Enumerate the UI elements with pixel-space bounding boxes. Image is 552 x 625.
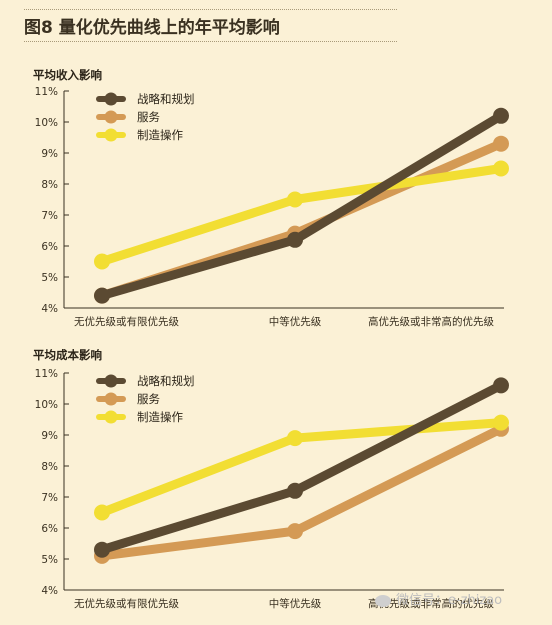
data-point-service bbox=[493, 135, 509, 152]
legend-swatch-dot bbox=[104, 392, 118, 406]
y-tick-label: 4% bbox=[41, 585, 58, 597]
y-tick-label: 10% bbox=[35, 399, 58, 411]
y-tick-label: 7% bbox=[41, 210, 58, 222]
watermark: 微信号：e-zhizao bbox=[375, 589, 502, 608]
title-top-rule bbox=[24, 9, 397, 10]
watermark-text: 微信号：e-zhizao bbox=[396, 593, 503, 608]
x-tick-label: 高优先级或非常高的优先级 bbox=[368, 597, 494, 610]
y-tick-label: 9% bbox=[41, 148, 58, 160]
legend-swatch-dot bbox=[104, 374, 118, 388]
x-tick-label: 中等优先级 bbox=[269, 597, 322, 610]
data-point-manufacturing bbox=[493, 414, 509, 431]
legend-label: 制造操作 bbox=[137, 410, 183, 424]
legend-label: 服务 bbox=[137, 110, 160, 124]
legend-label: 服务 bbox=[137, 392, 160, 406]
data-point-service bbox=[287, 523, 303, 540]
data-point-manufacturing bbox=[493, 160, 509, 177]
data-point-strategy bbox=[493, 377, 509, 394]
wechat-icon bbox=[375, 594, 391, 607]
chart-1-title: 平均收入影响 bbox=[33, 68, 102, 82]
legend-swatch-dot bbox=[104, 410, 118, 424]
data-point-manufacturing bbox=[94, 253, 110, 270]
y-tick-label: 11% bbox=[35, 86, 58, 98]
x-tick-label: 高优先级或非常高的优先级 bbox=[368, 315, 494, 328]
legend-label: 制造操作 bbox=[137, 128, 183, 142]
x-tick-label: 无优先级或有限优先级 bbox=[74, 315, 179, 328]
data-point-strategy bbox=[287, 482, 303, 499]
cost-impact-chart: 4% 5% 6% 7% 8% 9% 10% 11% 无优先级或有限优先级 中等优先级 高优先级或非常… bbox=[35, 368, 509, 610]
y-tick-label: 6% bbox=[41, 523, 58, 535]
title-bottom-rule bbox=[24, 41, 397, 42]
series-line-strategy bbox=[97, 111, 506, 301]
y-tick-label: 6% bbox=[41, 241, 58, 253]
y-tick-label: 5% bbox=[41, 554, 58, 566]
y-tick-label: 10% bbox=[35, 117, 58, 129]
y-tick-label: 11% bbox=[35, 368, 58, 380]
x-tick-label: 无优先级或有限优先级 bbox=[74, 597, 179, 610]
series-line-service bbox=[97, 139, 506, 301]
y-tick-label: 7% bbox=[41, 492, 58, 504]
series-line-manufacturing bbox=[97, 164, 506, 266]
x-tick-label: 中等优先级 bbox=[269, 315, 322, 328]
y-tick-label: 9% bbox=[41, 430, 58, 442]
data-point-strategy bbox=[287, 231, 303, 248]
legend-swatch-dot bbox=[104, 128, 118, 142]
revenue-impact-chart: 4% 5% 6% 7% 8% 9% 10% 11% 无优先级或有限优先级 中等优先级 高优先级或非常… bbox=[35, 86, 509, 328]
data-point-strategy bbox=[94, 287, 110, 304]
data-point-strategy bbox=[94, 541, 110, 558]
legend-swatch-dot bbox=[104, 110, 118, 124]
figure-title: 图8 量化优先曲线上的年平均影响 bbox=[24, 18, 280, 38]
data-point-strategy bbox=[493, 107, 509, 124]
legend-label: 战略和规划 bbox=[137, 92, 195, 106]
legend-label: 战略和规划 bbox=[137, 374, 195, 388]
legend-swatch-dot bbox=[104, 92, 118, 106]
chart-2-title: 平均成本影响 bbox=[33, 348, 102, 362]
data-point-manufacturing bbox=[94, 504, 110, 521]
y-tick-label: 5% bbox=[41, 272, 58, 284]
y-tick-label: 8% bbox=[41, 179, 58, 191]
y-tick-label: 8% bbox=[41, 461, 58, 473]
y-tick-label: 4% bbox=[41, 303, 58, 315]
data-point-manufacturing bbox=[287, 430, 303, 447]
data-point-manufacturing bbox=[287, 191, 303, 208]
